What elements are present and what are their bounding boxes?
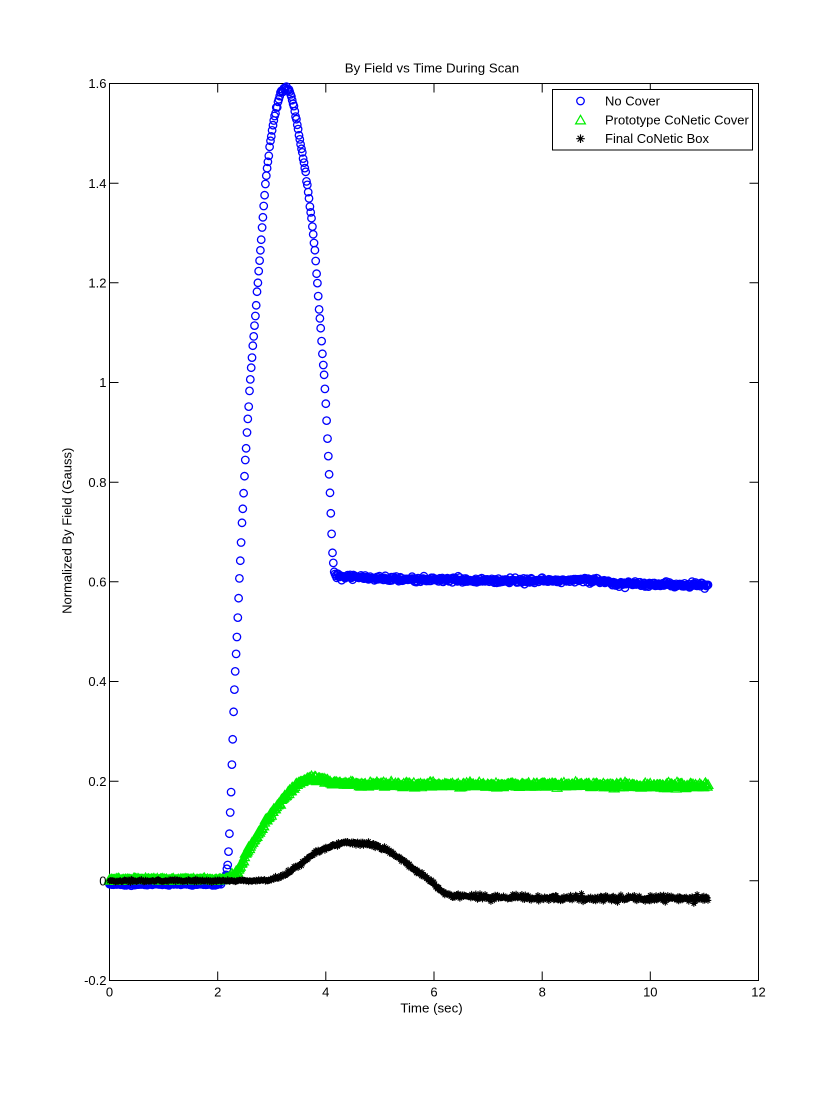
svg-text:By Field vs Time During Scan: By Field vs Time During Scan [345,61,519,76]
svg-text:0.8: 0.8 [88,475,106,490]
svg-text:0.4: 0.4 [88,674,106,689]
svg-text:1.4: 1.4 [88,176,106,191]
svg-text:Prototype CoNetic Cover: Prototype CoNetic Cover [605,113,749,128]
svg-text:2: 2 [214,985,221,1000]
svg-text:12: 12 [751,985,765,1000]
svg-text:1.2: 1.2 [88,275,106,290]
svg-text:0.6: 0.6 [88,574,106,589]
svg-text:1.6: 1.6 [88,76,106,91]
svg-text:Normalized By Field (Gauss): Normalized By Field (Gauss) [60,448,75,614]
svg-text:-0.2: -0.2 [84,973,106,988]
svg-text:No Cover: No Cover [605,93,661,108]
svg-text:8: 8 [539,985,546,1000]
svg-text:Time (sec): Time (sec) [400,1001,462,1016]
svg-text:0.2: 0.2 [88,774,106,789]
svg-text:10: 10 [643,985,657,1000]
svg-text:6: 6 [430,985,437,1000]
svg-text:4: 4 [322,985,329,1000]
svg-text:0: 0 [106,985,113,1000]
svg-text:0: 0 [99,873,106,888]
svg-text:1: 1 [99,375,106,390]
svg-text:Final CoNetic Box: Final CoNetic Box [605,131,710,146]
